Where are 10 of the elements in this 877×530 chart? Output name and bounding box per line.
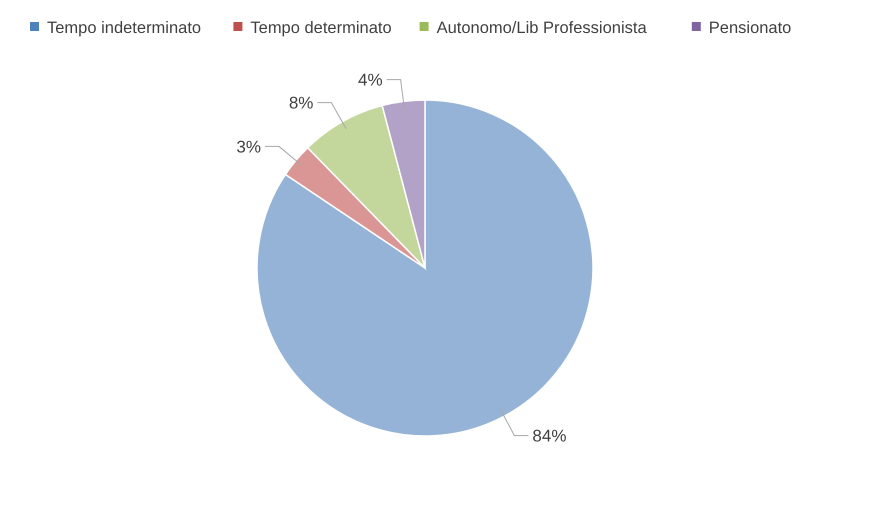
data-label: 8%	[288, 94, 314, 113]
legend-label: Tempo determinato	[250, 18, 392, 37]
legend-label: Pensionato	[708, 18, 792, 37]
legend-label: Tempo indeterminato	[47, 18, 202, 37]
data-label: 84%	[532, 426, 566, 446]
pie-slice	[284, 146, 426, 269]
data-label: 3%	[236, 137, 261, 156]
legend-label: Autonomo/Lib Professionista	[436, 18, 648, 37]
pie-slice	[381, 99, 426, 269]
data-label: 4%	[358, 70, 383, 90]
